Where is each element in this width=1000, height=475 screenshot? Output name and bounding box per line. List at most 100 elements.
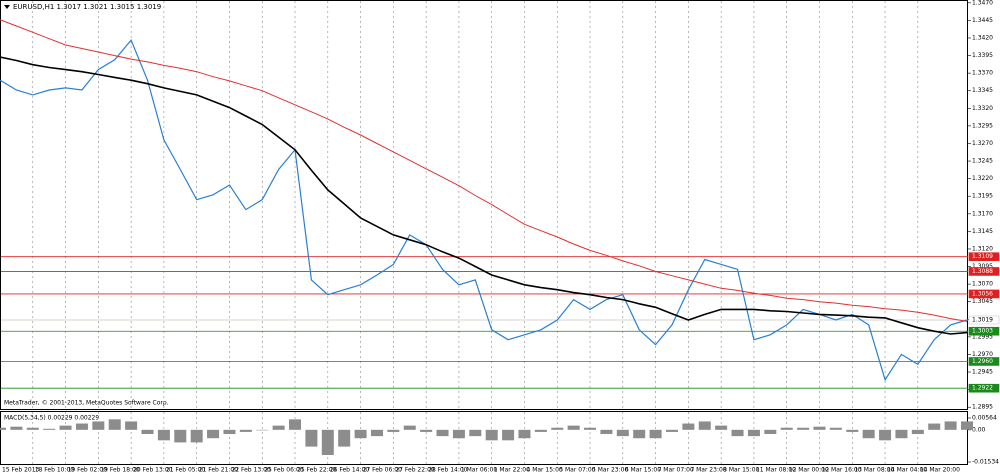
y-tick-label: -0.01534: [972, 459, 999, 466]
y-tick-label: 1.3270: [972, 140, 993, 147]
x-tick-label: 7 Mar 23:00: [690, 467, 726, 474]
macd-bar: [895, 429, 908, 439]
price-line: [0, 38, 968, 382]
macd-bar: [780, 427, 793, 430]
x-tick-label: 4 Mar 15:00: [526, 467, 562, 474]
macd-bar: [387, 429, 400, 432]
x-tick-label: 26 Feb 14:00: [330, 467, 370, 474]
x-tick-label: 21 Feb 05:00: [166, 467, 206, 474]
x-tick-label: 15 Feb 2013: [2, 467, 40, 474]
x-tick-label: 25 Feb 22:00: [297, 467, 337, 474]
macd-bar: [862, 429, 875, 439]
macd-bar: [26, 427, 39, 430]
macd-bar: [551, 427, 564, 430]
macd-bar: [813, 426, 826, 430]
macd-bar: [370, 429, 383, 437]
level-box: [968, 326, 1000, 336]
level-box: [968, 383, 1000, 393]
macd-bar: [698, 421, 711, 430]
macd-bar: [420, 429, 433, 432]
macd-frame: [0, 411, 968, 465]
x-tick-label: 27 Feb 22:00: [395, 467, 435, 474]
y-tick-label: 1.3095: [972, 263, 993, 270]
x-tick-label: 14 Mar 20:00: [920, 467, 960, 474]
macd-bar: [239, 429, 252, 432]
level-label: 1.3019: [972, 316, 993, 323]
y-tick-label: 1.3045: [972, 298, 993, 305]
y-tick-label: 1.3220: [972, 175, 993, 182]
x-tick-label: 5 Mar 23:00: [592, 467, 628, 474]
y-tick-label: 1.3320: [972, 105, 993, 112]
level-label: 1.3088: [972, 268, 993, 275]
y-tick-label: 1.3120: [972, 245, 993, 252]
x-tick-label: 1 Mar 06:00: [461, 467, 497, 474]
y-tick-label: 1.3245: [972, 158, 993, 165]
macd-bar: [469, 429, 482, 437]
macd-bar: [354, 429, 367, 439]
macd-bar: [157, 429, 170, 441]
macd-bar: [92, 421, 105, 430]
macd-bar: [256, 429, 269, 431]
macd-bar: [305, 429, 318, 447]
macd-bar: [75, 423, 88, 430]
macd-bar: [10, 426, 23, 430]
x-tick-label: 14 Mar 04:00: [887, 467, 927, 474]
macd-bar: [911, 429, 924, 435]
level-box: [968, 252, 1000, 261]
macd-bar: [665, 429, 678, 432]
macd-bar: [174, 429, 187, 443]
macd-bar: [682, 423, 695, 430]
macd-bar: [485, 429, 498, 441]
macd-title: MACD(5,34,5) 0.00229 0.00229: [4, 415, 99, 422]
price-line: [0, 19, 968, 322]
macd-bar: [43, 428, 56, 430]
level-box: [968, 289, 1000, 299]
y-tick-label: 1.2995: [972, 333, 993, 340]
macd-bar: [403, 425, 416, 430]
y-tick-label: 1.3395: [972, 52, 993, 59]
macd-bar: [944, 421, 957, 430]
y-tick-label: 1.3470: [972, 0, 993, 6]
y-tick-label: 0.00: [972, 426, 986, 433]
x-tick-label: 5 Mar 07:00: [559, 467, 595, 474]
level-label: 1.3056: [972, 290, 993, 297]
macd-bar: [715, 425, 728, 430]
macd-bar: [846, 429, 859, 432]
x-tick-label: 18 Feb 10:00: [35, 467, 75, 474]
level-label: 1.2922: [972, 385, 993, 392]
level-box: [968, 315, 1000, 325]
macd-bar: [829, 427, 842, 430]
x-tick-label: 22 Feb 13:00: [231, 467, 271, 474]
macd-bar: [502, 429, 515, 441]
macd-bar: [961, 421, 973, 430]
x-tick-label: 1 Mar 22:00: [494, 467, 530, 474]
macd-bar: [567, 425, 580, 430]
main-frame: [0, 0, 968, 410]
macd-bar: [747, 429, 760, 437]
macd-bar: [649, 429, 662, 439]
macd-bar: [600, 429, 613, 435]
y-tick-label: 1.3070: [972, 281, 993, 288]
x-tick-label: 13 Mar 08:00: [854, 467, 894, 474]
level-label: 1.3109: [972, 253, 993, 260]
macd-bar: [436, 429, 449, 437]
macd-bar: [616, 429, 629, 437]
macd-bar: [518, 429, 531, 439]
x-tick-label: 6 Mar 15:00: [625, 467, 661, 474]
macd-bar: [731, 429, 744, 437]
y-tick-label: 1.3295: [972, 122, 993, 129]
copyright: MetaTrader, © 2001-2013, MetaQuotes Soft…: [4, 400, 169, 407]
x-tick-label: 21 Feb 21:00: [199, 467, 239, 474]
level-box: [968, 357, 1000, 366]
y-tick-label: 1.2970: [972, 351, 993, 358]
y-tick-label: 1.3170: [972, 210, 993, 217]
y-tick-label: 1.3420: [972, 34, 993, 41]
y-tick-label: 1.3195: [972, 193, 993, 200]
macd-bar: [0, 427, 6, 430]
y-tick-label: 1.3145: [972, 228, 993, 235]
level-box: [968, 267, 1000, 276]
macd-bar: [633, 429, 646, 439]
x-tick-label: 27 Feb 06:00: [363, 467, 403, 474]
y-tick-label: 1.3445: [972, 17, 993, 24]
